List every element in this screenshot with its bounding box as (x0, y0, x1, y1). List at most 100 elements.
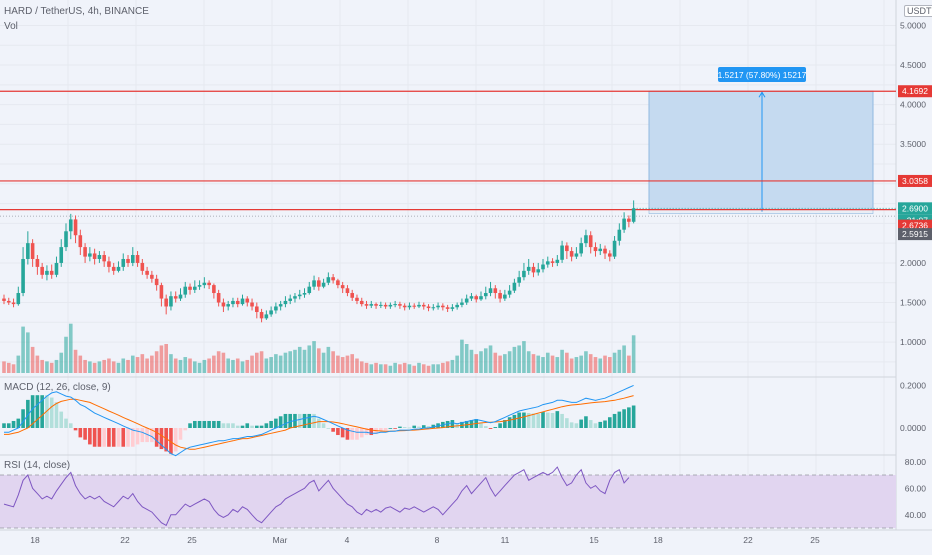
macd-histogram-bar (193, 420, 197, 428)
macd-histogram-bar (235, 425, 240, 428)
rsi-legend[interactable]: RSI (14, close) (4, 460, 71, 471)
volume-bar (2, 361, 6, 373)
volume-bar (154, 351, 159, 373)
volume-bar (584, 351, 588, 373)
candle-body (355, 297, 359, 301)
volume-bar (431, 364, 436, 373)
candle-body (569, 251, 574, 257)
macd-histogram-bar (83, 428, 87, 440)
rsi-tick-label: 80.00 (905, 457, 927, 467)
macd-histogram-bar (212, 420, 216, 428)
volume-bar (111, 361, 116, 373)
volume-bar (541, 357, 545, 373)
volume-bar (49, 362, 54, 373)
volume-bar (379, 364, 383, 373)
volume-bar (178, 359, 183, 373)
volume-bar (545, 352, 550, 373)
volume-bar (264, 358, 269, 373)
candle-body (598, 248, 603, 252)
volume-bar (455, 355, 459, 373)
volume-bar (188, 358, 192, 373)
macd-histogram-bar (178, 428, 183, 440)
volume-bar (574, 357, 579, 373)
candle-body (517, 277, 521, 283)
macd-histogram-bar (231, 423, 235, 428)
volume-bar (326, 346, 331, 373)
volume-bar (259, 351, 264, 373)
volume-bar (617, 349, 622, 373)
volume-bar (255, 352, 259, 373)
candle-body (216, 293, 221, 303)
candle-body (407, 305, 412, 308)
volume-bar (307, 345, 312, 373)
macd-histogram-bar (536, 413, 541, 428)
price-label-bg (898, 228, 932, 241)
candle-body (92, 253, 97, 259)
macd-histogram-bar (445, 420, 450, 428)
candle-body (45, 270, 49, 275)
volume-bar (622, 345, 626, 373)
price-label: 2.6736 (902, 221, 928, 231)
macd-histogram-bar (612, 413, 617, 428)
macd-histogram-bar (6, 423, 11, 428)
rsi-pane (0, 466, 896, 529)
volume-bar (474, 354, 479, 373)
volume-bar (21, 326, 25, 373)
time-tick-label: 4 (345, 535, 350, 545)
candle-body (426, 306, 431, 309)
candle-body (445, 307, 450, 309)
volume-bar (54, 359, 59, 373)
volume-bar (593, 357, 598, 373)
price-label-bg (898, 174, 932, 187)
candle-body (245, 298, 250, 303)
macd-histogram-bar (116, 428, 121, 447)
macd-histogram-bar (488, 428, 493, 429)
candle-body (2, 298, 6, 301)
volume-bar (340, 357, 345, 373)
macd-histogram-bar (150, 428, 154, 443)
candle-body (68, 219, 73, 232)
candle-body (173, 296, 178, 299)
macd-histogram-bar (340, 428, 345, 438)
price-label: 2.5915 (902, 229, 928, 239)
candle-body (73, 219, 78, 236)
volume-bar (274, 354, 278, 373)
macd-tick-label: 0.0000 (900, 423, 926, 433)
volume-bar (426, 365, 431, 373)
candle-body (40, 266, 44, 275)
macd-pane (2, 384, 636, 457)
macd-histogram-bar (336, 428, 340, 436)
volume-bar (569, 358, 574, 373)
candle-body (550, 261, 555, 263)
macd-histogram-bar (579, 419, 583, 428)
volume-bar (78, 355, 83, 373)
macd-histogram-bar (541, 412, 545, 428)
candle-body (579, 243, 583, 254)
macd-histogram-bar (264, 423, 269, 428)
currency-badge[interactable]: USDT (904, 5, 932, 17)
candle-body (288, 298, 292, 301)
macd-legend[interactable]: MACD (12, 26, close, 9) (4, 382, 111, 393)
candle-body (35, 258, 40, 267)
volume-bars (2, 323, 636, 373)
macd-histogram-bar (483, 426, 488, 428)
candle-body (383, 304, 388, 307)
candle-body (560, 245, 564, 260)
macd-histogram-bar (326, 428, 331, 429)
volume-bar (374, 362, 378, 373)
macd-histogram-bar (30, 395, 35, 428)
macd-histogram-bar (407, 427, 412, 429)
macd-histogram-bar (197, 420, 202, 428)
volume-bar (493, 352, 498, 373)
candle-body (379, 304, 383, 306)
volume-bar (116, 362, 121, 373)
volume-bar (231, 359, 235, 373)
symbol-title[interactable]: HARD / TetherUS, 4h, BINANCE (4, 6, 149, 17)
macd-histogram-bar (450, 420, 455, 428)
candle-body (464, 298, 469, 303)
macd-histogram-bar (550, 413, 555, 428)
macd-histogram-bar (412, 425, 417, 428)
volume-bar (603, 355, 607, 373)
macd-histogram-bar (216, 420, 221, 428)
